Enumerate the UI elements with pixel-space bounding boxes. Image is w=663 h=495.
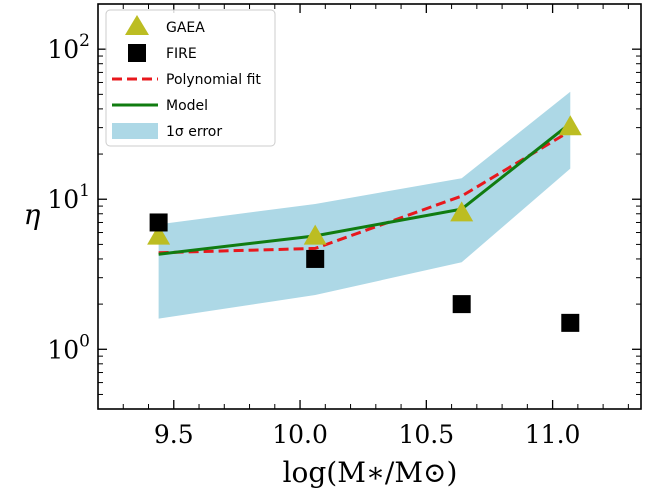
error-band-layer xyxy=(158,91,571,319)
legend-label: Polynomial fit xyxy=(166,72,261,88)
legend-box xyxy=(105,9,276,147)
legend-label: 1σ error xyxy=(166,124,222,140)
legend-label: GAEA xyxy=(166,20,205,36)
gaea-marker xyxy=(558,115,582,136)
legend-label: FIRE xyxy=(166,46,197,62)
plot-frame xyxy=(97,3,642,410)
legend: GAEA FIRE Polynomial fit Model 1σ error xyxy=(105,9,276,147)
x-tick-label: 10.5 xyxy=(398,420,454,449)
x-tick-label: 9.5 xyxy=(154,420,194,449)
gaea-marker xyxy=(147,224,171,245)
y-tick-label: 100 xyxy=(47,331,90,364)
legend-fire-symbol xyxy=(128,44,146,62)
gaea-marker xyxy=(303,224,327,245)
legend-entries: GAEA FIRE Polynomial fit Model 1σ error xyxy=(112,15,261,140)
x-tick-label: 11.0 xyxy=(525,420,581,449)
line-layer xyxy=(158,122,572,256)
y-axis-label: η xyxy=(24,198,41,231)
model-line xyxy=(158,122,572,256)
fire-marker xyxy=(306,249,325,268)
legend-gaea-symbol xyxy=(125,15,149,35)
fire-marker xyxy=(452,295,471,314)
y-tick-label: 102 xyxy=(47,31,90,64)
marker-layer xyxy=(147,115,582,332)
fire-marker xyxy=(561,313,580,332)
tick-layer: 9.5 10.0 10.5 11.0 100 101 102 xyxy=(47,3,641,449)
x-tick-label: 10.0 xyxy=(272,420,328,449)
legend-label: Model xyxy=(166,98,208,114)
y-tick-label: 101 xyxy=(47,181,90,214)
legend-band-symbol xyxy=(112,123,158,139)
error-band xyxy=(158,91,571,319)
x-axis-label: log(M∗/M⊙) xyxy=(283,456,458,489)
gaea-marker xyxy=(450,201,474,222)
fire-marker xyxy=(149,213,168,232)
